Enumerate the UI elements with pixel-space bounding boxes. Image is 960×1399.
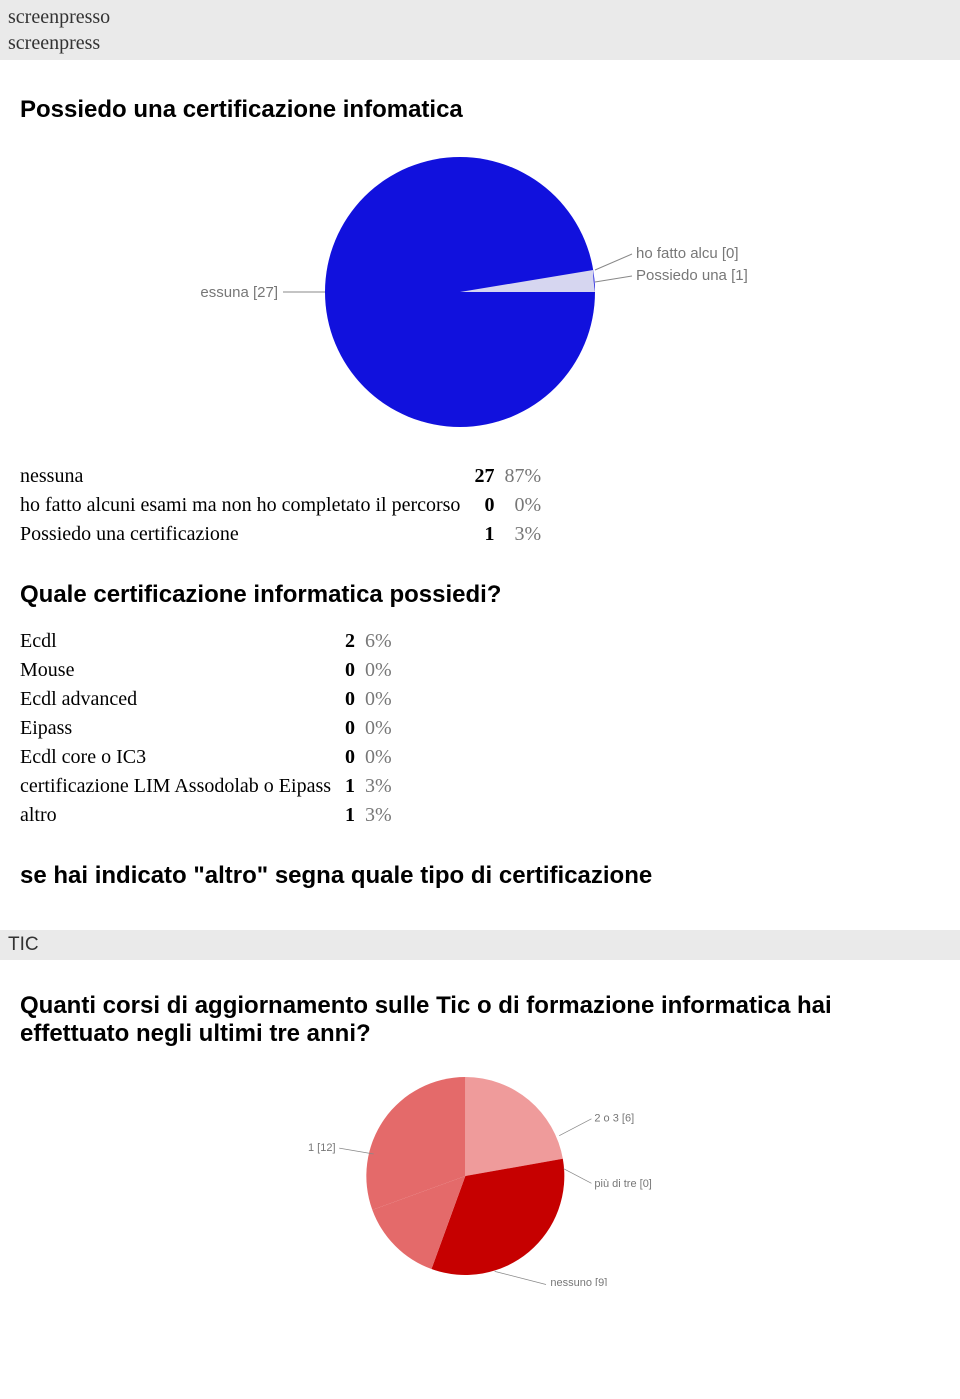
leader-line [595,254,632,270]
pie-label-1: 1 [12] [308,1142,336,1154]
row-count: 1 [345,801,365,830]
row-pct: 6% [365,627,406,656]
table-row: ho fatto alcuni esami ma non ho completa… [20,491,555,520]
leader-line [559,1119,591,1136]
table-row: nessuna 27 87% [20,462,555,491]
pie-label-nessuno: nessuno [9] [550,1277,607,1286]
pie-label-ho-fatto: ho fatto alcu [0] [636,245,739,262]
row-pct: 0% [365,685,406,714]
row-count: 1 [345,772,365,801]
row-pct: 0% [365,656,406,685]
row-count: 2 [345,627,365,656]
row-label: Mouse [20,656,345,685]
pie-label-2o3: 2 o 3 [6] [594,1113,634,1125]
row-label: ho fatto alcuni esami ma non ho completa… [20,491,474,520]
table-row: altro 1 3% [20,801,406,830]
row-label: altro [20,801,345,830]
row-pct: 0% [504,491,555,520]
pie-label-nessuna: nessuna [27] [200,284,278,301]
row-pct: 3% [504,520,555,549]
row-count: 0 [345,685,365,714]
table-row: Possiedo una certificazione 1 3% [20,520,555,549]
row-label: Ecdl core o IC3 [20,743,345,772]
row-label: Ecdl [20,627,345,656]
row-count: 0 [345,656,365,685]
header-bar: screenpresso screenpress [0,0,960,60]
section3-answer-strip: TIC [0,930,960,960]
table-row: Ecdl advanced 0 0% [20,685,406,714]
section2-title: Quale certificazione informatica possied… [20,581,940,609]
row-label: Ecdl advanced [20,685,345,714]
row-pct: 0% [365,743,406,772]
row-count: 1 [474,520,504,549]
row-pct: 3% [365,801,406,830]
table-row: Ecdl 2 6% [20,627,406,656]
row-pct: 3% [365,772,406,801]
section1-chart: nessuna [27] ho fatto alcu [0] Possiedo … [20,142,940,442]
header-line-2: screenpress [8,30,952,56]
row-pct: 87% [504,462,555,491]
table-row: Ecdl core o IC3 0 0% [20,743,406,772]
leader-line [564,1169,592,1184]
header-line-1: screenpresso [8,4,952,30]
row-label: nessuna [20,462,474,491]
section3-title: se hai indicato "altro" segna quale tipo… [20,862,940,890]
table-row: Mouse 0 0% [20,656,406,685]
section4-chart: 1 [12] 2 o 3 [6] più di tre [0] nessuno … [20,1066,940,1286]
section4-title: Quanti corsi di aggiornamento sulle Tic … [20,992,940,1048]
row-label: Eipass [20,714,345,743]
row-count: 0 [474,491,504,520]
row-count: 27 [474,462,504,491]
section1-title: Possiedo una certificazione infomatica [20,96,940,124]
row-count: 0 [345,743,365,772]
pie-label-piu-di-tre: più di tre [0] [594,1178,651,1190]
pie-label-possiedo-una: Possiedo una [1] [636,267,748,284]
section2-table: Ecdl 2 6% Mouse 0 0% Ecdl advanced 0 0% … [20,627,406,830]
leader-line [339,1148,373,1154]
pie-slice-2o3 [465,1077,562,1176]
leader-line [595,276,632,282]
row-pct: 0% [365,714,406,743]
table-row: certificazione LIM Assodolab o Eipass 1 … [20,772,406,801]
row-label: certificazione LIM Assodolab o Eipass [20,772,345,801]
row-count: 0 [345,714,365,743]
table-row: Eipass 0 0% [20,714,406,743]
row-label: Possiedo una certificazione [20,520,474,549]
leader-line [495,1271,546,1284]
section1-table: nessuna 27 87% ho fatto alcuni esami ma … [20,462,555,549]
